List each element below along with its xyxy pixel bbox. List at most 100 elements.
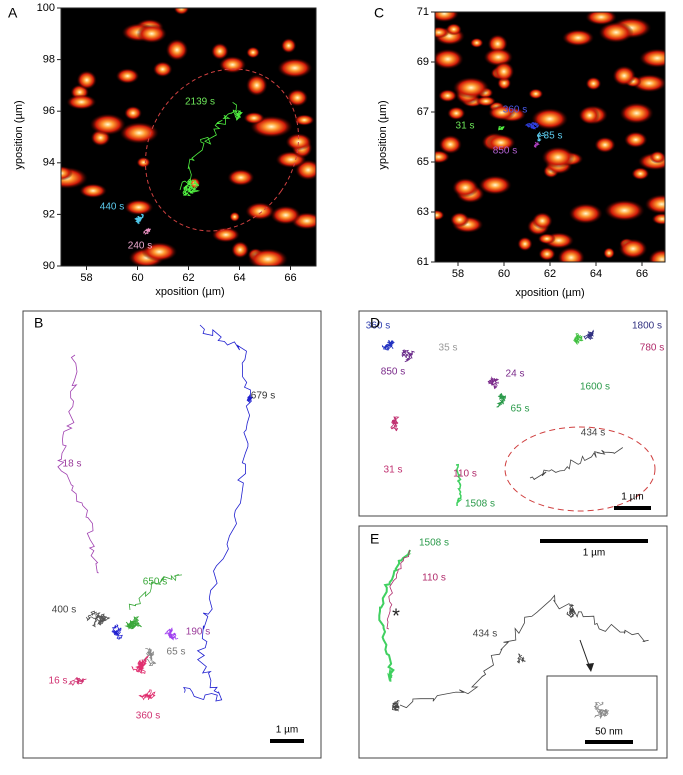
panel-letter: E (370, 531, 379, 547)
trajectory (134, 213, 144, 225)
fluorescent-spot (115, 68, 140, 84)
trajectory-label: 434 s (473, 629, 497, 640)
fluorescent-spot (136, 156, 151, 168)
trajectory-label: 1600 s (580, 382, 610, 393)
fluorescent-spot (435, 150, 450, 164)
fluorescent-spot (557, 247, 585, 262)
panel-frame (358, 525, 668, 759)
fluorescent-spot (66, 94, 97, 110)
fluorescent-spot (538, 247, 556, 261)
y-tick-label: 63 (417, 206, 429, 218)
fluorescent-spot (631, 167, 650, 181)
fluorescent-spot (89, 113, 126, 136)
fluorescent-spot (277, 58, 313, 78)
x-tick-label: 60 (131, 272, 143, 284)
x-tick-label: 58 (80, 272, 92, 284)
trajectory (138, 689, 156, 701)
trajectory (401, 349, 415, 363)
fluorescent-spot (517, 236, 533, 252)
y-axis-label: yposition (µm) (13, 100, 25, 169)
trajectory (529, 447, 624, 480)
trajectory (183, 324, 252, 702)
trajectory-label: 360 s (136, 711, 160, 722)
fluorescent-spot (585, 12, 618, 26)
trajectory (179, 101, 237, 191)
trajectory-label: 360 s (366, 321, 390, 332)
trajectory-label: 240 s (128, 241, 152, 252)
fluorescent-spot (438, 89, 458, 103)
fluorescent-spot (639, 48, 665, 68)
y-tick-label: 92 (43, 208, 55, 220)
trajectory (381, 339, 395, 351)
x-tick-label: 60 (498, 268, 510, 280)
fluorescent-spot (211, 42, 229, 60)
image-panel (61, 8, 316, 266)
panel-frame (22, 310, 322, 759)
fluorescent-spot (598, 21, 634, 43)
y-tick-label: 100 (37, 2, 55, 14)
trajectory (455, 463, 463, 507)
x-tick-label: 66 (284, 272, 296, 284)
fluorescent-spot (623, 131, 648, 148)
trajectory (143, 647, 157, 666)
fluorescent-spot (247, 248, 288, 266)
y-tick-label: 61 (417, 256, 429, 268)
fluorescent-spot (612, 65, 636, 86)
scale-bar-label: 1 µm (621, 492, 643, 503)
trajectory-label: 1508 s (465, 499, 495, 510)
fluorescent-spot (227, 169, 255, 186)
fluorescent-spot (229, 211, 240, 222)
x-axis-label: xposition (µm) (515, 287, 584, 299)
fluorescent-spot (562, 29, 595, 47)
fluorescent-spot (618, 238, 648, 259)
x-tick-label: 58 (452, 268, 464, 280)
fluorescent-spot (450, 212, 470, 228)
trajectory (232, 109, 243, 121)
x-tick-label: 62 (182, 272, 194, 284)
trajectory-label: 110 s (453, 469, 477, 480)
y-tick-label: 65 (417, 156, 429, 168)
trajectory-label: 110 s (422, 573, 446, 584)
fluorescent-spot (435, 209, 445, 221)
fluorescent-spot (470, 37, 484, 48)
scale-bar-label: 1 µm (583, 548, 605, 559)
trajectory (593, 701, 610, 719)
fluorescent-spot (648, 249, 665, 262)
fluorescent-spot (165, 38, 189, 61)
trajectory-label: 400 s (52, 605, 76, 616)
trajectory (68, 676, 87, 686)
fluorescent-spot (286, 88, 309, 107)
panel-letter: B (34, 315, 43, 331)
fluorescent-spot (211, 227, 240, 243)
fluorescent-spot (619, 102, 654, 124)
trajectory-label: 2139 s (185, 97, 215, 108)
trajectory (583, 329, 594, 340)
fluorescent-spot (173, 8, 190, 15)
trajectory (496, 392, 506, 408)
trajectory (391, 700, 401, 712)
panel-letter: D (370, 315, 380, 331)
fluorescent-spot (136, 24, 167, 44)
trajectory-label: 850 s (381, 367, 405, 378)
y-tick-label: 71 (417, 6, 429, 18)
trajectory (164, 627, 179, 641)
fluorescent-spot (644, 194, 665, 214)
fluorescent-spot (294, 114, 315, 126)
fluorescent-spot (141, 242, 178, 262)
scale-bar-label: 1 µm (276, 725, 298, 736)
y-tick-label: 67 (417, 106, 429, 118)
fluorescent-spot (435, 12, 459, 23)
roi-ellipse (144, 68, 300, 232)
trajectory-label: 440 s (100, 202, 124, 213)
y-tick-label: 96 (43, 105, 55, 117)
fluorescent-spot (438, 134, 463, 154)
fluorescent-spot (493, 61, 515, 82)
y-tick-label: 98 (43, 54, 55, 66)
trajectory (516, 653, 526, 664)
fluorescent-spot (435, 48, 464, 70)
panel-letter: A (8, 5, 18, 21)
fluorescent-spot (532, 212, 553, 230)
trajectory-label: 31 s (384, 465, 403, 476)
trajectory-label: 24 s (506, 369, 525, 380)
fluorescent-spot (124, 199, 154, 216)
